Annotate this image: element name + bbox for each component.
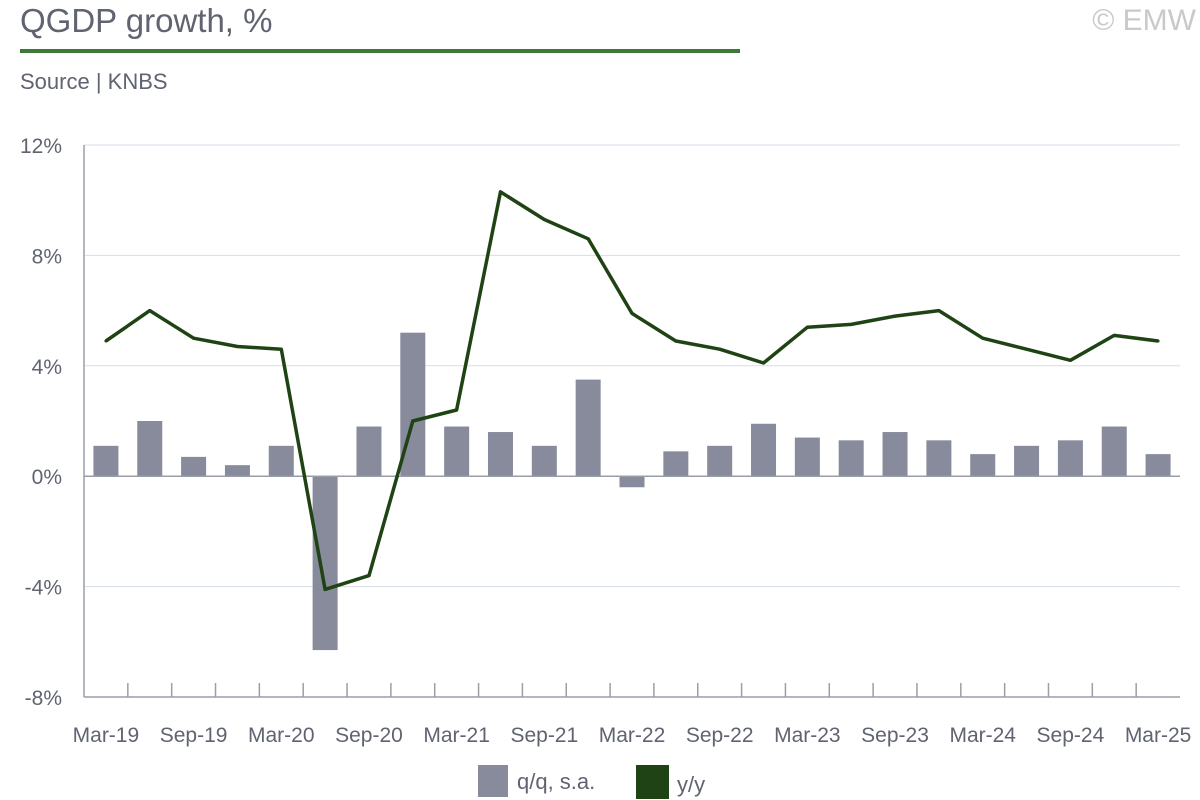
x-tick-label: Sep-21 bbox=[510, 724, 578, 747]
x-tick-label: Mar-20 bbox=[248, 724, 315, 747]
x-tick-label: Sep-19 bbox=[160, 724, 228, 747]
x-tick-label: Mar-23 bbox=[774, 724, 841, 747]
line-point bbox=[762, 361, 766, 365]
line-point bbox=[937, 309, 941, 313]
x-tick-label: Sep-20 bbox=[335, 724, 403, 747]
x-tick-label: Mar-22 bbox=[599, 724, 666, 747]
y-tick-label: 0% bbox=[32, 466, 62, 489]
bar bbox=[751, 423, 777, 477]
bar bbox=[707, 445, 733, 477]
line-point bbox=[805, 325, 809, 329]
x-tick-label: Mar-24 bbox=[949, 724, 1016, 747]
line-point bbox=[192, 336, 196, 340]
bar bbox=[531, 445, 557, 477]
x-tick-label: Mar-19 bbox=[73, 724, 140, 747]
line-point bbox=[893, 314, 897, 318]
bar bbox=[1014, 445, 1040, 477]
legend-label-yy: y/y bbox=[677, 772, 705, 797]
bar bbox=[663, 451, 689, 477]
line-point bbox=[674, 339, 678, 343]
y-tick-label: 8% bbox=[32, 245, 62, 268]
legend-swatch-qq bbox=[478, 765, 508, 797]
line-point bbox=[367, 574, 371, 578]
bar bbox=[970, 454, 996, 477]
x-tick-label: Sep-24 bbox=[1037, 724, 1105, 747]
bar bbox=[268, 445, 294, 477]
y-tick-label: -4% bbox=[25, 577, 62, 600]
bar bbox=[838, 440, 864, 477]
chart-title: QGDP growth, % bbox=[20, 2, 273, 39]
bar bbox=[312, 476, 338, 651]
bar bbox=[444, 426, 470, 477]
line-point bbox=[411, 419, 415, 423]
x-tick-label: Mar-25 bbox=[1125, 724, 1192, 747]
line-point bbox=[148, 309, 152, 313]
line-point bbox=[630, 311, 634, 315]
bar bbox=[1145, 454, 1171, 477]
line-point bbox=[279, 347, 283, 351]
legend-label-qq: q/q, s.a. bbox=[517, 769, 595, 794]
line-point bbox=[1156, 339, 1160, 343]
line-point bbox=[104, 339, 108, 343]
source-label: Source | KNBS bbox=[20, 69, 168, 94]
x-tick-label: Mar-21 bbox=[423, 724, 490, 747]
line-point bbox=[849, 322, 853, 326]
series-line-yy bbox=[104, 190, 1159, 592]
line-point bbox=[323, 587, 327, 591]
bar bbox=[926, 440, 952, 477]
y-tick-label: -8% bbox=[25, 687, 62, 710]
line-point bbox=[542, 218, 546, 222]
y-tick-label: 12% bbox=[20, 135, 62, 158]
line-point bbox=[1112, 333, 1116, 337]
bar bbox=[619, 476, 645, 488]
bar bbox=[356, 426, 382, 477]
line-point bbox=[1025, 347, 1029, 351]
line-point bbox=[235, 344, 239, 348]
line-point bbox=[498, 190, 502, 194]
x-tick-label: Sep-23 bbox=[861, 724, 929, 747]
bar bbox=[181, 456, 207, 477]
line-point bbox=[586, 237, 590, 241]
bar bbox=[882, 432, 908, 477]
line-point bbox=[1068, 358, 1072, 362]
bar bbox=[794, 437, 820, 477]
bar bbox=[1101, 426, 1127, 477]
bar bbox=[575, 379, 601, 477]
line-point bbox=[981, 336, 985, 340]
legend-swatch-yy bbox=[636, 765, 669, 799]
x-tick-label: Sep-22 bbox=[686, 724, 754, 747]
y-tick-label: 4% bbox=[32, 356, 62, 379]
bar bbox=[487, 432, 513, 477]
bar bbox=[137, 421, 163, 477]
line-point bbox=[455, 408, 459, 412]
bar bbox=[93, 445, 119, 477]
line-point bbox=[718, 347, 722, 351]
title-underline bbox=[20, 49, 740, 53]
bar bbox=[1057, 440, 1083, 477]
bar bbox=[224, 465, 250, 477]
copyright-label: © EMW bbox=[1092, 4, 1196, 37]
